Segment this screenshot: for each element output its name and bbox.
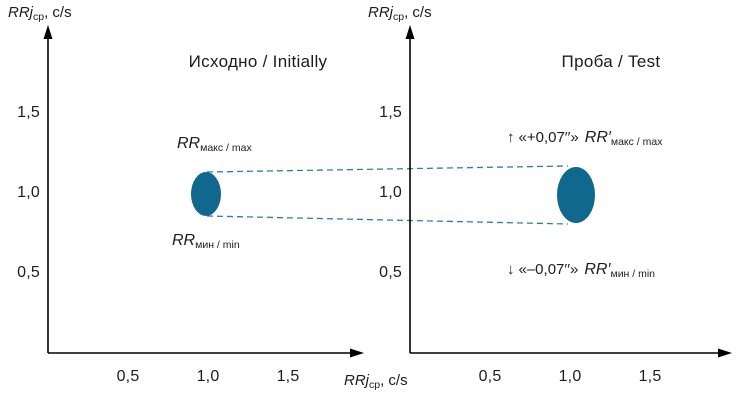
x-axis-label: RRjср, c/s bbox=[344, 371, 408, 395]
initial-rr-min-sub: мин / min bbox=[195, 239, 240, 251]
test-cluster-ellipse bbox=[557, 167, 595, 223]
right-y-tick-1-5: 1,5 bbox=[379, 104, 402, 121]
x-axis-label-unit: , c/s bbox=[380, 372, 408, 389]
test-rr-max-delta: «+0,07′′» bbox=[518, 129, 579, 146]
right-y-tick-0-5: 0,5 bbox=[379, 264, 402, 281]
link-dashed-line-bottom bbox=[206, 215, 569, 225]
left-y-axis-label-var: RRj bbox=[8, 4, 33, 21]
test-rr-min-delta: «–0,07′′» bbox=[518, 261, 579, 278]
left-x-tick-0-5: 0,5 bbox=[116, 368, 140, 385]
right-y-axis-label-sub: ср bbox=[393, 11, 405, 23]
initial-rr-min-var: RR bbox=[172, 232, 196, 249]
initial-rr-max-label: RRмакс / max bbox=[177, 134, 252, 158]
down-arrow-icon: ↓ bbox=[507, 261, 515, 278]
initial-rr-min-label: RRмин / min bbox=[172, 231, 240, 255]
test-rr-max-sub: макс / max bbox=[610, 136, 663, 148]
test-rr-min-var: RR′ bbox=[584, 261, 611, 278]
initial-rr-max-var: RR bbox=[177, 135, 201, 152]
test-plot-title: Проба / Test bbox=[561, 52, 661, 71]
link-dashed-line-top bbox=[206, 165, 569, 173]
left-y-tick-0-5: 0,5 bbox=[17, 264, 40, 281]
right-x-tick-0-5: 0,5 bbox=[478, 368, 502, 385]
right-y-axis-label-unit: , c/s bbox=[404, 4, 432, 21]
right-x-axis-arrow bbox=[718, 348, 732, 358]
left-x-tick-1-0: 1,0 bbox=[196, 368, 220, 385]
test-rr-min-sub: мин / min bbox=[610, 268, 656, 280]
right-y-axis-arrow bbox=[405, 25, 415, 39]
initial-plot-title: Исходно / Initially bbox=[188, 52, 328, 71]
left-y-axis-label: RRjср, c/s bbox=[8, 3, 72, 27]
left-y-axis-label-sub: ср bbox=[33, 11, 45, 23]
right-x-tick-1-5: 1,5 bbox=[638, 368, 662, 385]
right-x-tick-1-0: 1,0 bbox=[558, 368, 582, 385]
left-y-tick-1-0: 1,0 bbox=[17, 184, 40, 201]
left-y-axis-arrow bbox=[43, 25, 53, 39]
test-rr-max-annotation: ↑ «+0,07′′» RR′макс / max bbox=[507, 128, 662, 152]
left-y-axis-label-unit: , c/s bbox=[44, 4, 72, 21]
left-x-axis-arrow bbox=[350, 348, 364, 358]
test-rr-min-annotation: ↓ «–0,07′′» RR′мин / min bbox=[507, 260, 655, 284]
right-y-tick-1-0: 1,0 bbox=[379, 184, 402, 201]
initial-cluster-ellipse bbox=[191, 172, 221, 216]
test-rr-max-var: RR′ bbox=[584, 129, 611, 146]
x-axis-label-sub: ср bbox=[369, 379, 381, 391]
x-axis-label-var: RRj bbox=[344, 372, 369, 389]
right-y-axis-label-var: RRj bbox=[368, 4, 393, 21]
right-y-axis-label: RRjср, c/s bbox=[368, 3, 432, 27]
left-y-tick-1-5: 1,5 bbox=[17, 104, 40, 121]
initial-rr-max-sub: макс / max bbox=[200, 142, 252, 154]
left-x-tick-1-5: 1,5 bbox=[276, 368, 300, 385]
up-arrow-icon: ↑ bbox=[507, 129, 515, 146]
